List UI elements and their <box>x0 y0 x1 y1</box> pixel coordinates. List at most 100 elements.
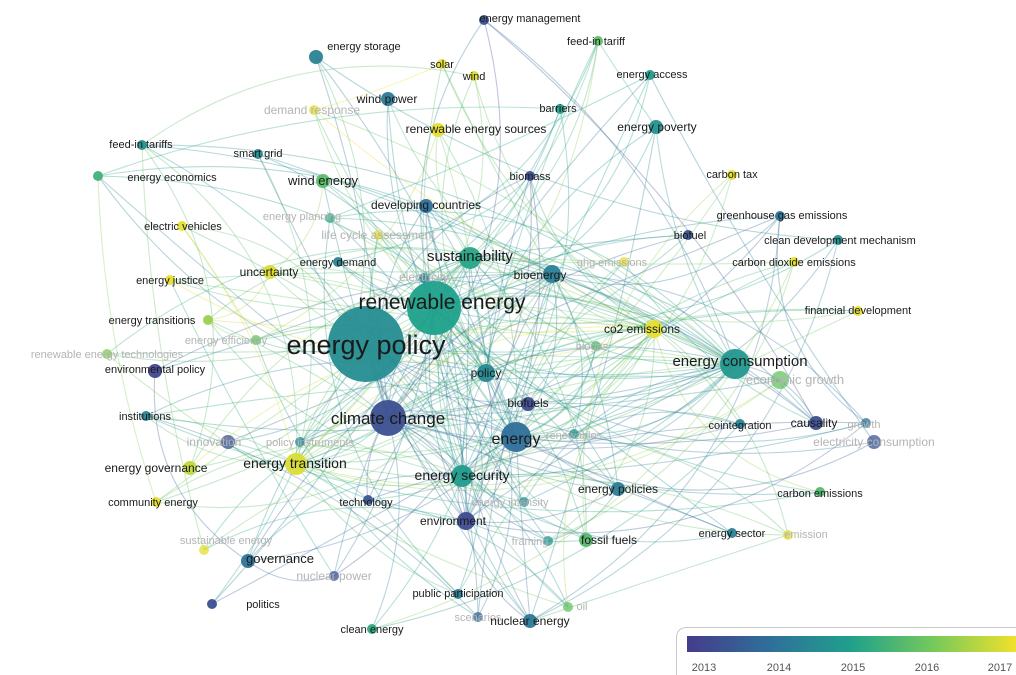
node-feed-in-tariffs[interactable] <box>137 140 147 150</box>
node-energy-efficiency[interactable] <box>251 335 261 345</box>
node-electric-vehicles[interactable] <box>177 221 187 231</box>
node-feed-in-tariff[interactable] <box>593 36 603 46</box>
node-energy-poverty[interactable] <box>649 120 663 134</box>
node-energy-demand[interactable] <box>333 257 343 267</box>
edge-105 <box>329 217 736 365</box>
node-uncertainty[interactable] <box>263 265 277 279</box>
node-fossil-fuels[interactable] <box>579 533 593 547</box>
node-energy-policy[interactable] <box>328 306 404 382</box>
node-energy-intensity[interactable] <box>519 497 529 507</box>
node-wind-power[interactable] <box>381 92 395 106</box>
node-energy-policies[interactable] <box>611 482 625 496</box>
node-governance[interactable] <box>241 554 255 568</box>
node-energy-storage[interactable] <box>309 50 323 64</box>
node-greenhouse-gas-emissions[interactable] <box>775 211 785 221</box>
edge-216 <box>365 343 789 536</box>
node-policy[interactable] <box>477 364 495 382</box>
node-smart-grid[interactable] <box>253 149 263 159</box>
node-oil[interactable] <box>563 602 573 612</box>
node-carbon-dioxide-emissions[interactable] <box>789 257 799 267</box>
node-label-cointegration: cointegration <box>709 420 772 432</box>
node-innovation[interactable] <box>221 435 235 449</box>
color-scale-bar <box>687 636 1016 652</box>
node-renewable-energy-technologies[interactable] <box>102 349 112 359</box>
node-biofuel[interactable] <box>683 230 693 240</box>
node-ghg-emissions[interactable] <box>619 257 629 267</box>
edge-123 <box>313 109 655 330</box>
node-clean-energy[interactable] <box>367 624 377 634</box>
node-renewable-energy[interactable] <box>407 281 461 335</box>
node-demand-response[interactable] <box>309 105 319 115</box>
edge-148 <box>97 106 561 177</box>
node-causality[interactable] <box>809 416 823 430</box>
node-energy-management[interactable] <box>479 15 489 25</box>
node-growth[interactable] <box>861 418 871 428</box>
node-sustainability[interactable] <box>459 247 481 269</box>
edge-35 <box>295 56 366 465</box>
edge-266 <box>367 499 569 608</box>
node-economic-growth[interactable] <box>771 371 789 389</box>
node-life-cycle-assessment[interactable] <box>373 230 383 240</box>
node-energy-governance[interactable] <box>183 461 197 475</box>
edge-297 <box>515 363 736 442</box>
edge-75 <box>169 279 655 364</box>
node-scenarios[interactable] <box>473 612 483 622</box>
node-emission[interactable] <box>783 530 793 540</box>
node-technology[interactable] <box>363 495 373 505</box>
node-energy-economics[interactable] <box>93 171 103 181</box>
node-renewables[interactable] <box>569 429 579 439</box>
node-cointegration[interactable] <box>735 419 745 429</box>
node-label-nuclear-energy: nuclear energy <box>490 614 569 628</box>
node-biofuels[interactable] <box>521 397 535 411</box>
node-energy-sector[interactable] <box>727 528 737 538</box>
node-energy-security[interactable] <box>451 465 473 487</box>
node-co2-emissions[interactable] <box>645 320 663 338</box>
edge-233 <box>155 445 463 503</box>
edge-163 <box>295 234 689 465</box>
node-energy-planning[interactable] <box>325 213 335 223</box>
edge-82 <box>207 319 463 477</box>
node-renewable-energy-sources[interactable] <box>431 123 445 137</box>
node-electricity-consumption[interactable] <box>867 435 881 449</box>
edge-252 <box>371 417 400 630</box>
node-financial-development[interactable] <box>853 306 863 316</box>
node-energy-transition[interactable] <box>285 453 307 475</box>
node-energy-consumption[interactable] <box>720 349 750 379</box>
edge-223 <box>387 417 549 542</box>
node-nuclear-power[interactable] <box>329 571 339 581</box>
node-policy-instruments[interactable] <box>295 437 305 447</box>
node-public-participation[interactable] <box>453 589 463 599</box>
node-energy-access[interactable] <box>645 70 655 80</box>
node-carbon-tax[interactable] <box>727 170 737 180</box>
node-wind[interactable] <box>469 71 479 81</box>
node-solar[interactable] <box>437 59 447 69</box>
edge-135 <box>387 19 501 419</box>
node-environmental-policy[interactable] <box>148 364 162 378</box>
node-nuclear-energy[interactable] <box>523 614 537 628</box>
node-sustainable-energy[interactable] <box>199 545 209 555</box>
edge-171 <box>515 261 795 438</box>
edge-113 <box>337 261 736 379</box>
node-institutions[interactable] <box>141 411 151 421</box>
node-biomass[interactable] <box>525 171 535 181</box>
node-wind-energy[interactable] <box>316 174 330 188</box>
node-energy-transitions[interactable] <box>203 315 213 325</box>
node-framing[interactable] <box>543 536 553 546</box>
node-energy-justice[interactable] <box>165 275 175 285</box>
node-barriers[interactable] <box>555 104 565 114</box>
node-biogas[interactable] <box>591 341 601 351</box>
node-community-energy[interactable] <box>151 497 161 507</box>
edge-14 <box>153 370 249 562</box>
node-clean-development-mechanism[interactable] <box>833 235 843 245</box>
node-politics[interactable] <box>207 599 217 609</box>
node-bioenergy[interactable] <box>543 265 561 283</box>
edge-255 <box>477 372 513 618</box>
node-carbon-emissions[interactable] <box>815 487 825 497</box>
node-climate-change[interactable] <box>370 400 406 436</box>
node-developing-countries[interactable] <box>419 199 433 213</box>
node-electricity[interactable] <box>419 273 429 283</box>
edge-47 <box>551 273 619 490</box>
node-energy[interactable] <box>501 422 531 452</box>
node-environment[interactable] <box>457 512 475 530</box>
node-label-technology: technology <box>339 497 393 509</box>
